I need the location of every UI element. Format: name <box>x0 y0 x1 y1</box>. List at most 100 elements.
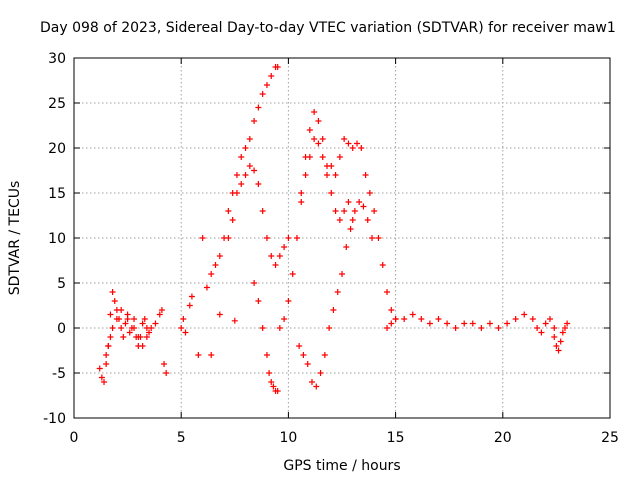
data-point <box>96 365 103 372</box>
data-point <box>555 347 562 354</box>
series-sat-h <box>296 199 376 390</box>
data-point <box>268 379 275 385</box>
y-tick-label: -5 <box>52 366 66 382</box>
data-point <box>120 334 127 340</box>
data-point <box>107 311 114 318</box>
data-point <box>358 145 365 151</box>
y-tick-label: 10 <box>48 231 66 247</box>
data-point <box>300 352 307 358</box>
data-point <box>276 325 283 331</box>
y-tick-label: 15 <box>48 186 66 202</box>
y-tick-label: -10 <box>43 411 66 427</box>
y-tick-label: 0 <box>57 321 66 337</box>
data-point <box>152 320 159 327</box>
data-point <box>289 271 296 277</box>
x-tick-label: 20 <box>494 430 512 446</box>
data-point <box>308 379 315 385</box>
series-sat-c <box>178 235 238 358</box>
data-point <box>311 109 318 115</box>
data-point <box>426 320 433 327</box>
data-point <box>135 334 142 340</box>
series-sat-g <box>276 136 399 331</box>
data-point <box>354 140 361 147</box>
data-point <box>259 325 266 331</box>
x-tick-label: 25 <box>601 430 619 446</box>
data-point <box>255 298 262 304</box>
data-point <box>188 293 195 300</box>
data-point <box>259 208 266 214</box>
data-point <box>225 235 232 241</box>
data-point <box>208 352 215 358</box>
data-point <box>486 320 493 327</box>
data-point <box>281 244 288 250</box>
data-point <box>339 271 345 277</box>
data-point <box>238 181 245 187</box>
data-point <box>107 334 114 340</box>
data-point <box>139 343 146 349</box>
data-point <box>195 352 202 358</box>
data-point <box>251 167 258 174</box>
data-point <box>444 320 451 327</box>
data-point <box>208 271 215 277</box>
data-point <box>478 325 485 331</box>
data-point <box>542 320 549 327</box>
data-point <box>233 190 240 196</box>
data-point <box>384 325 391 331</box>
data-point <box>313 383 320 390</box>
data-point <box>103 361 110 367</box>
x-tick-label: 0 <box>70 430 79 446</box>
data-point <box>238 154 245 160</box>
data-point <box>216 311 223 318</box>
data-point <box>268 73 275 79</box>
chart-title: Day 098 of 2023, Sidereal Day-to-day VTE… <box>40 20 616 36</box>
data-point <box>546 316 553 322</box>
data-point <box>330 307 337 313</box>
data-point <box>281 316 288 322</box>
data-point <box>146 329 153 336</box>
series-sat-b <box>103 307 170 376</box>
data-point <box>538 329 545 336</box>
data-point <box>124 311 131 318</box>
data-point <box>343 244 350 250</box>
data-point <box>469 320 476 327</box>
series-sat-k <box>551 320 571 354</box>
data-point <box>111 298 118 304</box>
y-tick-label: 30 <box>48 51 66 67</box>
y-tick-label: 20 <box>48 141 66 157</box>
series-sat-e <box>225 163 292 268</box>
data-point <box>148 325 155 331</box>
data-point <box>246 136 253 142</box>
data-point <box>212 262 219 268</box>
data-point <box>229 217 236 223</box>
data-point <box>285 235 292 241</box>
data-point <box>341 136 348 142</box>
data-point <box>336 154 343 160</box>
data-point <box>276 253 283 259</box>
data-point <box>101 379 108 385</box>
data-point <box>263 352 270 358</box>
data-point <box>156 311 163 318</box>
tick-layer: 0 5 10 15 20 25 -10 -5 0 5 10 15 20 25 30 <box>43 51 619 446</box>
data-point <box>326 325 333 331</box>
data-point <box>564 320 571 327</box>
data-point <box>231 317 238 324</box>
data-point <box>315 140 322 147</box>
data-point <box>551 325 558 331</box>
data-point <box>199 235 206 241</box>
data-point <box>323 163 330 169</box>
x-tick-label: 15 <box>387 430 405 446</box>
data-point <box>122 320 129 327</box>
data-point <box>298 190 305 196</box>
data-point <box>270 383 277 390</box>
data-point <box>364 217 371 223</box>
data-point <box>388 320 395 327</box>
data-point <box>334 289 341 295</box>
data-point <box>534 325 541 331</box>
series-sat-d <box>203 64 281 291</box>
data-point <box>302 154 309 160</box>
data-point <box>131 325 138 331</box>
data-point <box>263 82 270 88</box>
data-point <box>371 208 378 214</box>
series-sat-i <box>298 109 356 223</box>
